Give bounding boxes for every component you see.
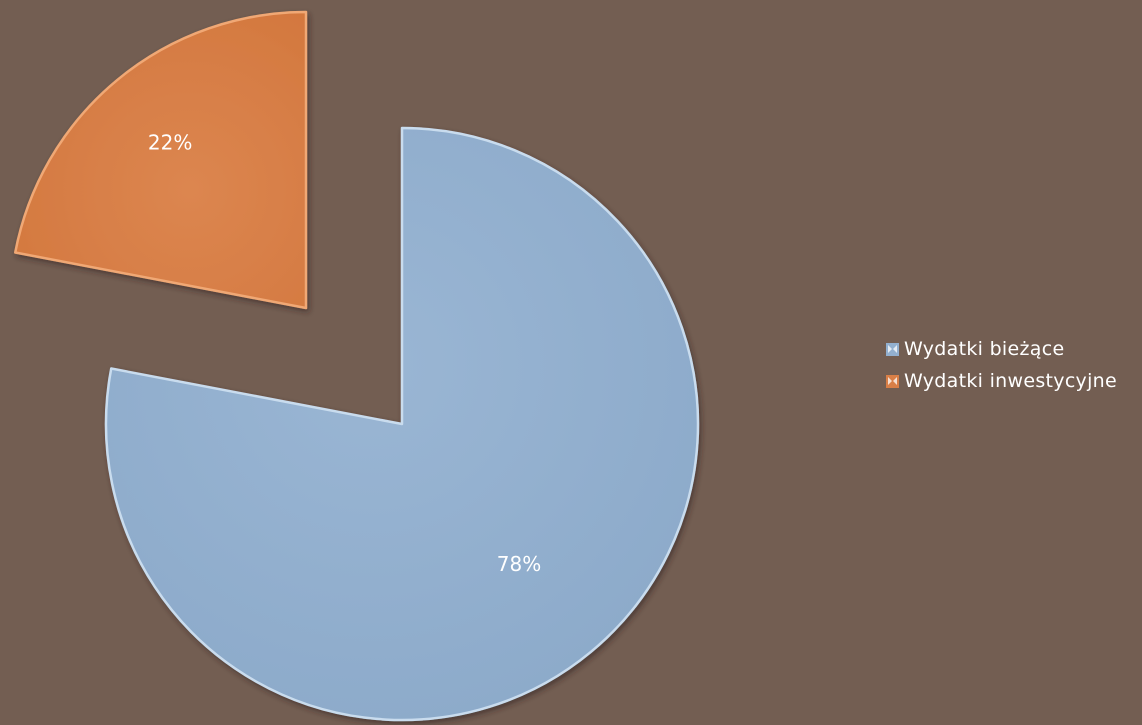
legend-swatch-orange: [886, 374, 899, 388]
pie-slice-wydatki-inwestycyjne: [13, 10, 308, 310]
legend-label: Wydatki bieżące: [904, 338, 1065, 360]
legend-label: Wydatki inwestycyjne: [904, 370, 1118, 392]
legend-swatch-blue: [886, 342, 899, 356]
slice-label-wydatki-inwestycyjne: 22%: [148, 130, 192, 154]
legend-item-wydatki-biezace: Wydatki bieżące: [886, 333, 1142, 365]
slice-label-wydatki-biezace: 78%: [497, 552, 541, 576]
legend: Wydatki bieżące Wydatki inwestycyjne: [886, 333, 1142, 397]
pie-slice-wydatki-biezace: [104, 126, 700, 722]
legend-item-wydatki-inwestycyjne: Wydatki inwestycyjne: [886, 365, 1142, 397]
